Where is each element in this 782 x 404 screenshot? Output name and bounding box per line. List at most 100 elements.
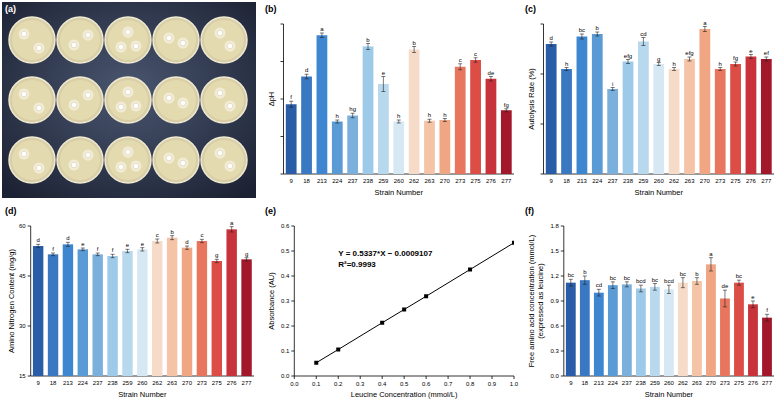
point xyxy=(314,361,318,365)
halo xyxy=(178,158,189,169)
error-bar xyxy=(140,248,144,251)
error-bar xyxy=(155,239,159,243)
error-bar xyxy=(639,285,643,292)
error-bar xyxy=(51,253,55,256)
x-tick xyxy=(316,376,317,379)
colony xyxy=(180,160,186,166)
bar xyxy=(197,241,207,376)
error-bar xyxy=(170,236,174,240)
point xyxy=(468,268,472,272)
x-tick-label: 259 xyxy=(378,178,389,184)
colony xyxy=(227,43,233,49)
halo xyxy=(131,161,142,172)
significance-letter: g xyxy=(215,252,218,258)
bar xyxy=(409,50,420,175)
bar xyxy=(561,69,572,174)
colony xyxy=(217,30,223,36)
x-tick-label: 263 xyxy=(692,380,703,386)
x-tick-label: 18 xyxy=(50,380,57,386)
significance-letter: bc xyxy=(680,271,686,277)
x-tick-label: 224 xyxy=(608,380,619,386)
x-tick-label: 0.6 xyxy=(422,381,431,387)
colony xyxy=(36,105,42,111)
bar xyxy=(286,104,297,174)
x-tick-label: 0.9 xyxy=(488,381,497,387)
x-tick-label: 9 xyxy=(290,178,294,184)
x-tick xyxy=(448,376,449,379)
y-tick xyxy=(28,276,31,277)
significance-letter: c xyxy=(474,51,477,57)
halo xyxy=(116,162,127,173)
bar xyxy=(577,37,588,175)
bar-panel: (b)ΔpHStrain Numberf9d18a213h224hg237b23… xyxy=(265,4,514,197)
petri-dish xyxy=(153,17,199,63)
line-panel: (e)Absorbance (AU)0.00.10.20.30.40.50.6L… xyxy=(265,206,519,399)
significance-letter: de xyxy=(722,283,729,289)
colony xyxy=(21,91,27,97)
colony xyxy=(21,151,27,157)
significance-letter: d xyxy=(550,35,553,41)
x-axis-title: Leucine Concentration (mmol/L) xyxy=(351,390,458,399)
halo xyxy=(34,43,45,54)
significance-letter: c xyxy=(459,57,462,63)
y-tick xyxy=(561,351,564,352)
bar xyxy=(650,287,660,376)
error-bar xyxy=(734,62,738,66)
x-tick-label: 260 xyxy=(137,380,148,386)
y-tick xyxy=(281,174,284,175)
significance-letter: h xyxy=(397,113,400,119)
significance-letter: d xyxy=(66,235,69,241)
colony xyxy=(133,103,139,109)
halo xyxy=(215,88,226,99)
x-tick-label: 270 xyxy=(700,178,711,184)
significance-letter: e xyxy=(81,241,85,247)
halo xyxy=(34,103,45,114)
halo xyxy=(131,101,142,112)
colony xyxy=(180,100,186,106)
agar xyxy=(108,20,148,60)
bar xyxy=(730,64,741,174)
petri-dish xyxy=(105,137,151,183)
significance-letter: ef xyxy=(764,50,769,56)
y-tick-label: 45 xyxy=(19,273,26,279)
x-tick-label: 262 xyxy=(678,380,689,386)
error-bar xyxy=(381,77,385,92)
agar xyxy=(156,140,196,180)
bar xyxy=(347,116,358,175)
x-tick-label: 213 xyxy=(317,178,328,184)
bar xyxy=(107,256,117,376)
colony xyxy=(36,165,42,171)
halo xyxy=(215,148,226,159)
y-tick-label: 1.8 xyxy=(550,223,559,229)
bar xyxy=(48,254,58,376)
x-tick-label: 276 xyxy=(227,380,238,386)
bar xyxy=(622,284,632,376)
point xyxy=(512,241,514,245)
error-bar xyxy=(723,290,727,307)
panel-label: (d) xyxy=(5,206,17,216)
x-tick-label: 276 xyxy=(748,380,759,386)
halo xyxy=(69,40,80,51)
halo xyxy=(164,93,175,104)
error-bar xyxy=(611,88,615,91)
halo xyxy=(83,30,94,41)
y-tick xyxy=(291,351,294,352)
y-axis-title: Absorbance (AU) xyxy=(267,272,276,330)
y-tick-label: 0.3 xyxy=(550,348,559,354)
x-tick-label: 18 xyxy=(581,380,588,386)
y-tick xyxy=(561,376,564,377)
halo xyxy=(83,150,94,161)
error-bar xyxy=(737,280,741,285)
colony xyxy=(227,163,233,169)
bar xyxy=(592,34,603,174)
colony xyxy=(125,149,131,155)
bar xyxy=(92,254,102,376)
bar xyxy=(623,62,634,175)
error-bar xyxy=(641,38,645,46)
significance-letter: f xyxy=(766,307,768,313)
y-tick xyxy=(291,226,294,227)
x-tick-label: 277 xyxy=(501,178,512,184)
photo-panel: (a) xyxy=(2,2,256,198)
x-tick-label: 277 xyxy=(761,178,772,184)
significance-letter: efg xyxy=(624,53,632,59)
